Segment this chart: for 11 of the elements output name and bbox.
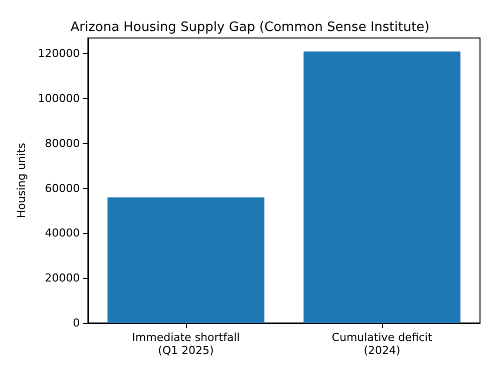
y-tick-label: 120000 <box>38 47 80 60</box>
y-tick-label: 80000 <box>44 136 80 150</box>
x-tick-label: Cumulative deficit (2024) <box>332 331 433 357</box>
y-tick-label: 0 <box>72 316 80 330</box>
y-tick-label: 60000 <box>44 182 80 195</box>
y-tick-label: 20000 <box>44 272 80 285</box>
y-axis-title: Housing units <box>15 142 28 218</box>
y-tick-label: 100000 <box>38 92 80 106</box>
y-tick-label: 40000 <box>44 226 80 240</box>
x-tick-label: Immediate shortfall (Q1 2025) <box>132 331 240 357</box>
chart-title: Arizona Housing Supply Gap (Common Sense Institute) <box>70 20 430 35</box>
